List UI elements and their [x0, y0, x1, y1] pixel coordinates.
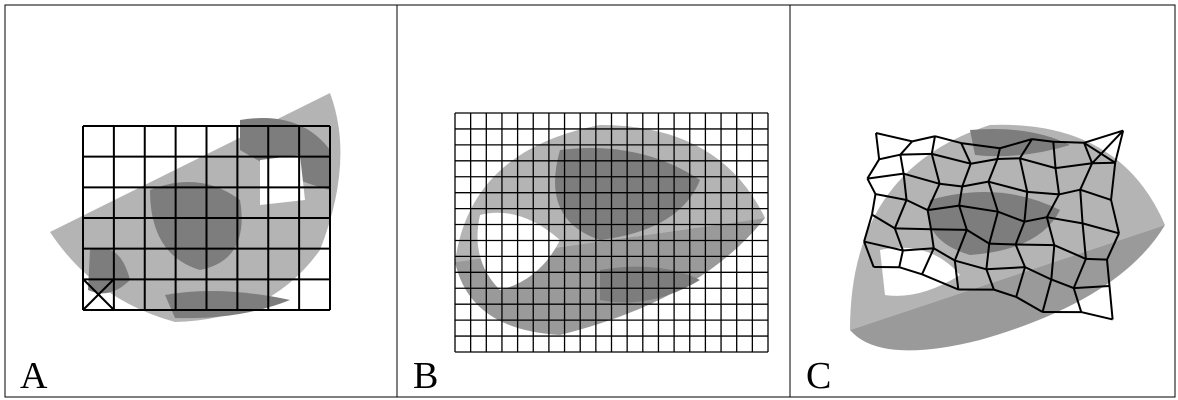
- grid-line: [900, 154, 931, 155]
- grid-line: [1092, 163, 1115, 164]
- grid-line: [1016, 244, 1055, 245]
- grid-line: [931, 229, 967, 230]
- panel-label: A: [20, 355, 48, 397]
- grid-line: [1053, 142, 1084, 143]
- grid-line: [895, 228, 931, 229]
- grid-line: [989, 244, 1015, 245]
- grid-line: [997, 158, 1019, 159]
- panel-label: C: [806, 355, 831, 397]
- panel-label: B: [413, 355, 438, 397]
- figure: A B C: [0, 0, 1178, 400]
- grid-line: [1086, 259, 1107, 260]
